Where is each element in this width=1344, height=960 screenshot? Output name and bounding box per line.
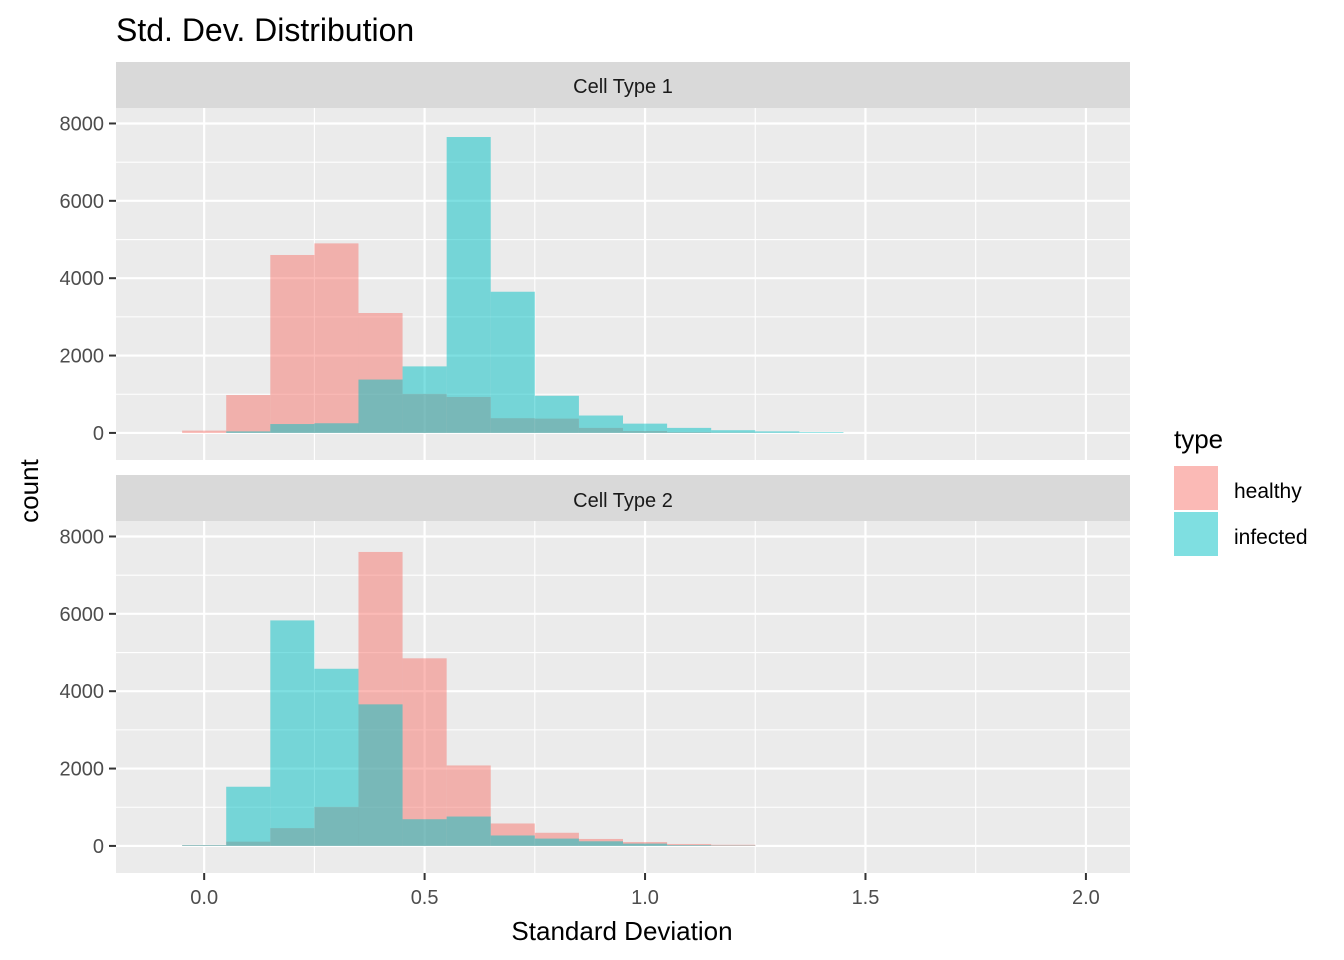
x-tick-label: 2.0 [1072, 887, 1100, 909]
bar-infected [623, 843, 668, 846]
bar-infected [358, 704, 403, 846]
y-axis: 0 2000 4000 6000 8000 [60, 526, 116, 858]
bar-infected [534, 395, 579, 433]
bar-infected [711, 430, 756, 433]
legend-key-infected [1174, 512, 1218, 556]
x-axis: 0.0 0.5 1.0 1.5 2.0 [190, 873, 1100, 909]
bar-infected [270, 424, 315, 433]
bar-healthy [182, 430, 227, 433]
bar-infected [578, 841, 623, 846]
strip-background [116, 475, 1130, 521]
bar-infected [446, 816, 491, 846]
bar-infected [314, 668, 359, 846]
bar-healthy [226, 395, 271, 433]
bar-healthy [711, 844, 756, 846]
bar-infected [446, 137, 491, 433]
legend-key-healthy [1174, 466, 1218, 510]
bar-infected [358, 379, 403, 433]
y-tick-label: 8000 [60, 113, 105, 135]
y-axis: 0 2000 4000 6000 8000 [60, 113, 116, 445]
bar-infected [667, 427, 712, 433]
facet-cell-type-2: Cell Type 2 0 2000 4000 6000 8000 [60, 475, 1130, 873]
y-tick-label: 2000 [60, 759, 105, 781]
x-tick-label: 0.0 [190, 887, 218, 909]
legend-label-healthy: healthy [1234, 480, 1302, 503]
bar-infected [270, 620, 315, 846]
facet-cell-type-1: Cell Type 1 0 2000 4000 6000 8000 [60, 62, 1130, 460]
x-tick-label: 1.0 [631, 887, 659, 909]
y-tick-label: 0 [93, 423, 104, 445]
legend-title: type [1174, 424, 1223, 454]
bar-infected [490, 835, 535, 846]
bar-healthy [270, 254, 315, 433]
bar-infected [402, 366, 447, 433]
y-tick-label: 2000 [60, 346, 105, 368]
legend-label-infected: infected [1234, 526, 1308, 549]
bar-healthy [402, 658, 447, 846]
bar-infected [578, 415, 623, 433]
strip-label: Cell Type 1 [573, 76, 673, 98]
y-tick-label: 6000 [60, 191, 105, 213]
bar-infected [226, 786, 271, 846]
x-tick-label: 1.5 [852, 887, 880, 909]
legend-item-infected: infected [1174, 512, 1308, 556]
x-axis-title: Standard Deviation [511, 916, 732, 946]
histogram-bars [182, 137, 844, 433]
y-tick-label: 0 [93, 836, 104, 858]
bar-infected [314, 423, 359, 433]
bar-infected [755, 431, 800, 433]
bar-infected [226, 431, 271, 433]
y-tick-label: 4000 [60, 268, 105, 290]
bar-infected [182, 845, 227, 846]
histogram-bars [182, 551, 756, 846]
bar-infected [490, 291, 535, 433]
y-axis-title: count [14, 458, 44, 522]
y-tick-label: 4000 [60, 681, 105, 703]
bar-infected [667, 845, 712, 846]
strip-label: Cell Type 2 [573, 490, 673, 512]
bar-infected [534, 838, 579, 846]
y-tick-label: 8000 [60, 526, 105, 548]
strip-background [116, 62, 1130, 108]
bar-infected [623, 423, 668, 433]
legend: type healthy infected [1174, 424, 1308, 556]
bar-infected [799, 432, 844, 433]
bar-healthy [314, 243, 359, 433]
y-tick-label: 6000 [60, 604, 105, 626]
x-tick-label: 0.5 [411, 887, 439, 909]
legend-item-healthy: healthy [1174, 466, 1302, 510]
bar-healthy [667, 843, 712, 846]
bar-infected [402, 819, 447, 846]
chart-title: Std. Dev. Distribution [116, 12, 414, 48]
